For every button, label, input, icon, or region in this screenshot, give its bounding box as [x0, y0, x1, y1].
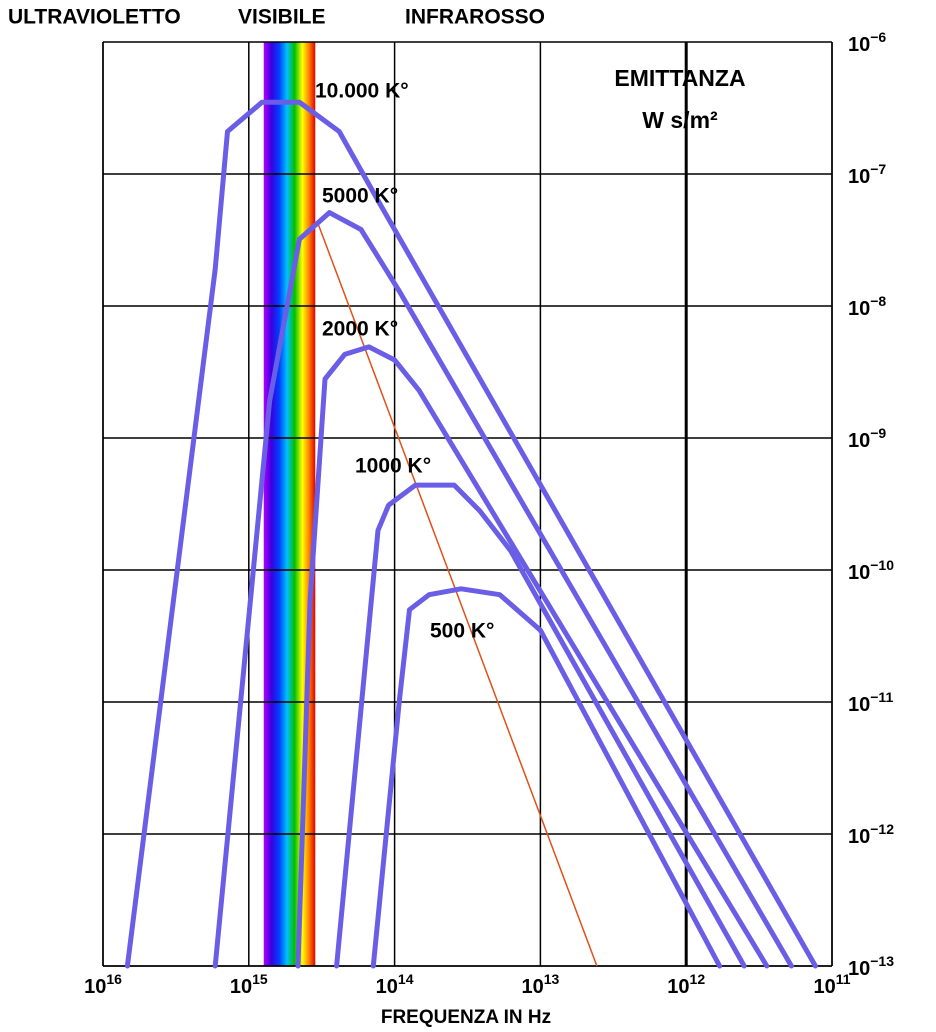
- tick-base: 10: [376, 976, 398, 998]
- emission-curve: [370, 586, 723, 969]
- tick-base: 10: [848, 694, 870, 716]
- curve-label: 500 K°: [430, 620, 494, 643]
- tick-base: 10: [667, 976, 689, 998]
- y-axis-unit: W s/m²: [642, 107, 718, 133]
- tick-base: 10: [848, 166, 870, 188]
- visible-band: [263, 42, 316, 966]
- y-tick-label: 10−10: [848, 557, 894, 585]
- tick-exponent: −6: [870, 29, 886, 45]
- tick-exponent: 14: [398, 971, 414, 987]
- tick-base: 10: [521, 976, 543, 998]
- x-tick-label: 1016: [84, 971, 122, 999]
- wien-line: [316, 220, 598, 967]
- y-tick-label: 10−9: [848, 425, 886, 453]
- tick-exponent: −9: [870, 425, 886, 441]
- tick-base: 10: [848, 34, 870, 56]
- tick-base: 10: [848, 430, 870, 452]
- emission-curve: [334, 482, 747, 969]
- emission-curve: [212, 210, 794, 969]
- tick-base: 10: [848, 562, 870, 584]
- y-tick-label: 10−7: [848, 161, 886, 189]
- tick-base: 10: [848, 826, 870, 848]
- tick-exponent: 11: [836, 971, 851, 987]
- tick-exponent: 16: [106, 971, 122, 987]
- tick-base: 10: [813, 976, 835, 998]
- x-tick-label: 1011: [813, 971, 850, 999]
- tick-exponent: −11: [870, 689, 893, 705]
- ir-label: INFRAROSSO: [405, 6, 545, 29]
- tick-base: 10: [84, 976, 106, 998]
- tick-exponent: 15: [252, 971, 268, 987]
- curve-label: 5000 K°: [322, 185, 398, 208]
- tick-exponent: −10: [870, 557, 894, 573]
- y-tick-label: 10−8: [848, 293, 886, 321]
- visible-label: VISIBILE: [238, 6, 326, 29]
- x-tick-label: 1013: [521, 971, 559, 999]
- curve-label: 1000 K°: [355, 455, 431, 478]
- x-tick-label: 1012: [667, 971, 705, 999]
- y-axis-label: EMITTANZA: [614, 65, 745, 91]
- tick-exponent: 12: [690, 971, 706, 987]
- y-tick-label: 10−13: [848, 953, 894, 981]
- y-tick-label: 10−6: [848, 29, 886, 57]
- tick-base: 10: [848, 298, 870, 320]
- tick-exponent: −7: [870, 161, 886, 177]
- tick-exponent: −8: [870, 293, 886, 309]
- emission-curve: [295, 344, 770, 969]
- x-axis-label: FREQUENZA IN Hz: [381, 1007, 551, 1028]
- tick-exponent: −12: [870, 821, 894, 837]
- y-tick-label: 10−12: [848, 821, 894, 849]
- curve-label: 10.000 K°: [315, 80, 409, 103]
- tick-exponent: 13: [544, 971, 560, 987]
- emission-curve: [124, 99, 818, 969]
- y-tick-label: 10−11: [848, 689, 893, 717]
- curve-label: 2000 K°: [322, 318, 398, 341]
- x-tick-label: 1015: [230, 971, 268, 999]
- tick-base: 10: [230, 976, 252, 998]
- tick-exponent: −13: [870, 953, 894, 969]
- tick-base: 10: [848, 958, 870, 980]
- x-tick-label: 1014: [376, 971, 414, 999]
- uv-label: ULTRAVIOLETTO: [8, 6, 181, 29]
